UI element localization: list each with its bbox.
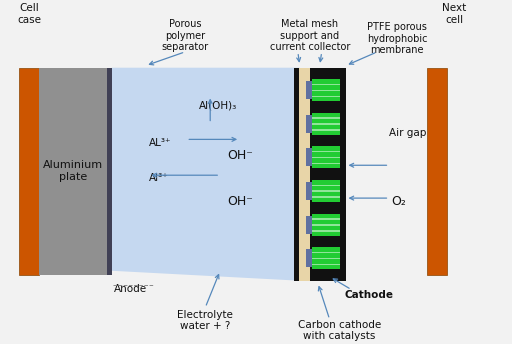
Bar: [312, 218, 339, 219]
Bar: [312, 157, 339, 159]
Text: Al(OH)₃: Al(OH)₃: [199, 100, 237, 110]
Polygon shape: [112, 68, 300, 281]
Bar: [306, 149, 312, 166]
Bar: [306, 115, 312, 133]
Bar: [312, 196, 339, 198]
Bar: [312, 129, 339, 131]
Bar: [294, 68, 299, 281]
Text: Anode: Anode: [114, 284, 147, 294]
Bar: [312, 79, 339, 101]
Bar: [312, 247, 339, 269]
Text: Next
cell: Next cell: [442, 3, 466, 25]
Text: OH⁻: OH⁻: [227, 195, 253, 207]
Bar: [306, 182, 312, 200]
Bar: [312, 163, 339, 164]
Bar: [312, 113, 339, 135]
Bar: [312, 123, 339, 125]
Bar: [312, 214, 339, 236]
Text: PTFE porous
hydrophobic
membrane: PTFE porous hydrophobic membrane: [367, 22, 428, 55]
Bar: [427, 68, 447, 275]
Text: Carbon cathode
with catalysts: Carbon cathode with catalysts: [298, 320, 381, 341]
Bar: [312, 90, 339, 91]
Bar: [312, 191, 339, 192]
Bar: [306, 82, 312, 99]
Bar: [310, 68, 342, 281]
Text: OH⁻: OH⁻: [227, 149, 253, 162]
Bar: [106, 68, 112, 275]
Bar: [312, 224, 339, 226]
Text: Metal mesh
support and
current collector: Metal mesh support and current collector: [269, 19, 350, 52]
Bar: [312, 184, 339, 186]
Bar: [306, 249, 312, 267]
Text: O₂: O₂: [391, 195, 406, 207]
Text: Aluminium
plate: Aluminium plate: [43, 160, 103, 182]
Text: Porous
polymer
separator: Porous polymer separator: [162, 19, 209, 52]
Bar: [312, 180, 339, 202]
Text: Air gap: Air gap: [390, 128, 427, 138]
Text: Cell
case: Cell case: [17, 3, 41, 25]
Bar: [312, 96, 339, 97]
Bar: [298, 68, 310, 281]
Bar: [39, 68, 106, 275]
Text: Cathode: Cathode: [345, 290, 394, 300]
Bar: [312, 230, 339, 232]
Bar: [312, 258, 339, 259]
Bar: [312, 117, 339, 119]
Text: Electrolyte
water + ?: Electrolyte water + ?: [177, 310, 233, 331]
Bar: [342, 68, 346, 281]
Bar: [312, 84, 339, 85]
Bar: [312, 252, 339, 253]
Bar: [306, 216, 312, 234]
Bar: [312, 264, 339, 265]
Bar: [312, 151, 339, 152]
Bar: [312, 147, 339, 168]
Text: AL³⁺: AL³⁺: [148, 138, 171, 148]
Bar: [19, 68, 39, 275]
Text: Al³⁺: Al³⁺: [148, 173, 168, 183]
